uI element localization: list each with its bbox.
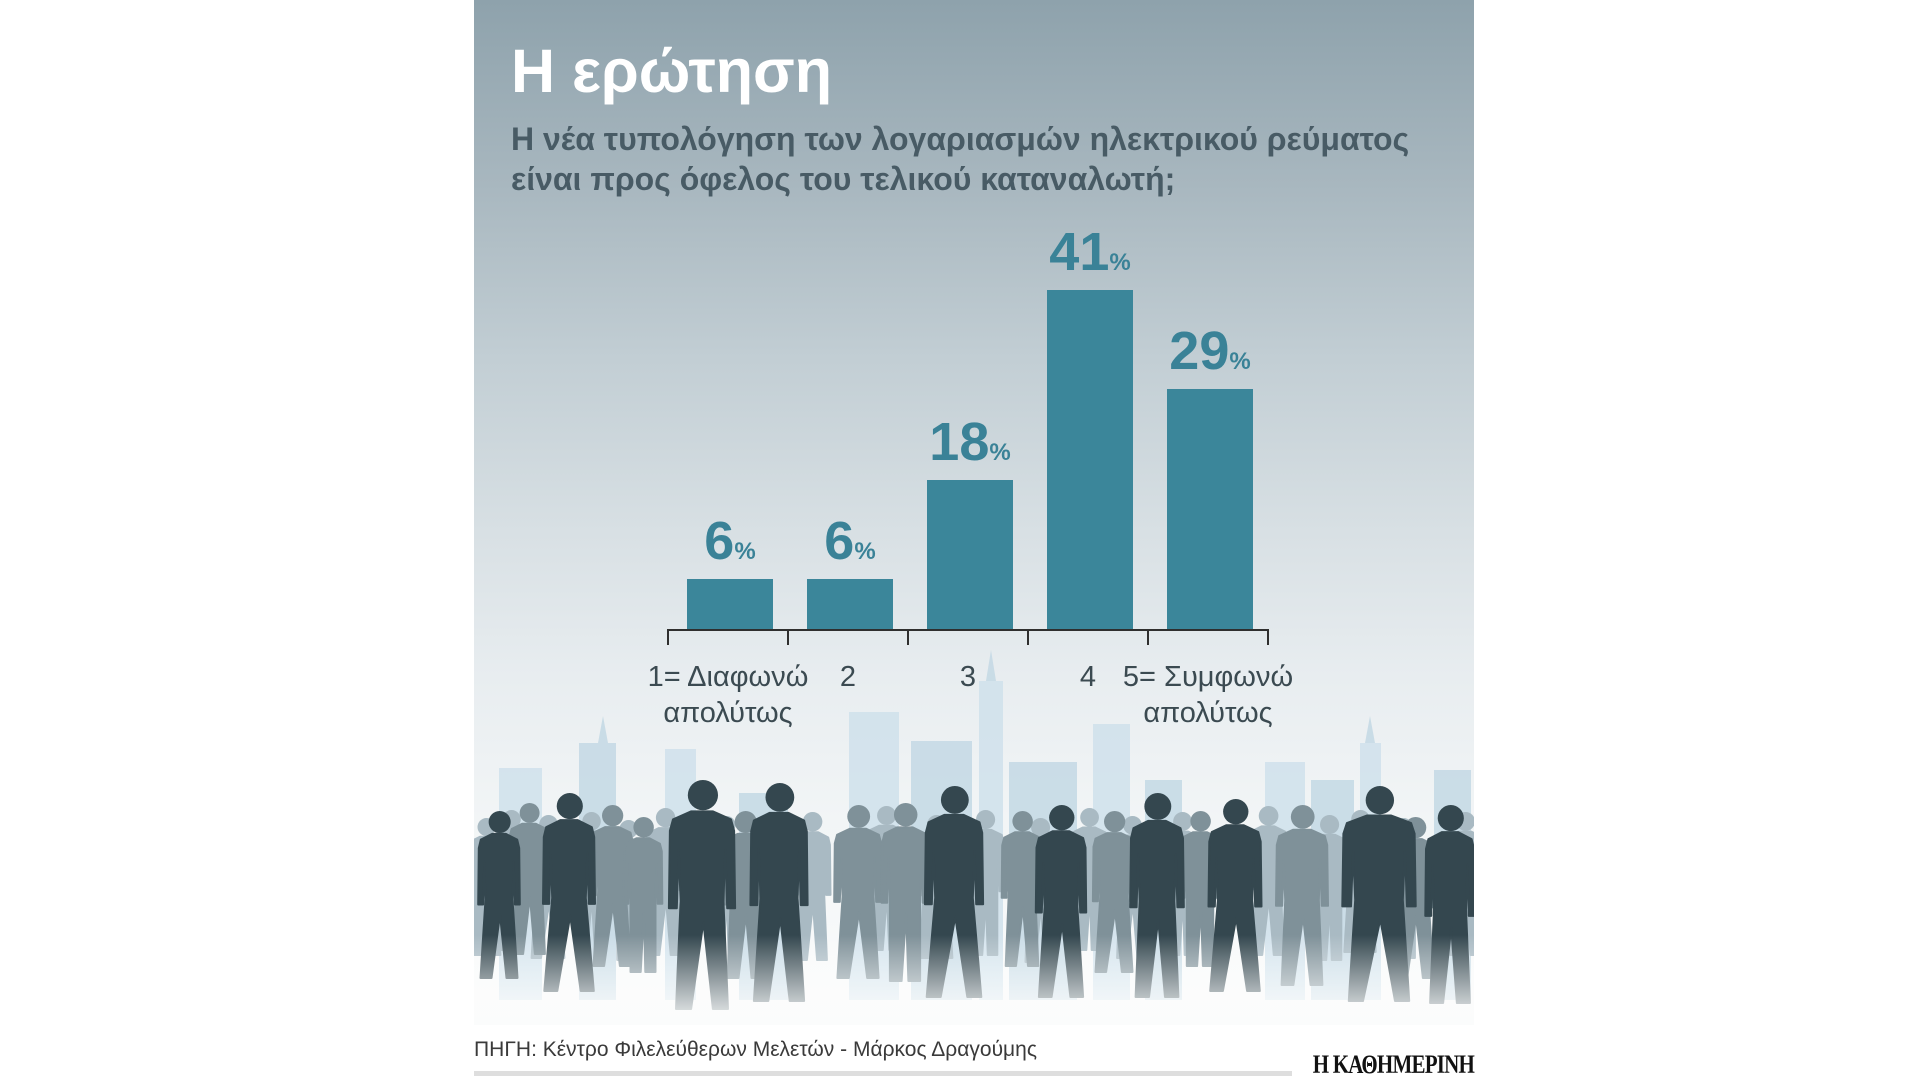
footer-rule xyxy=(474,1071,1292,1076)
bar xyxy=(1047,289,1133,629)
x-axis-tick xyxy=(1267,629,1269,645)
person-head xyxy=(655,808,676,828)
person-head xyxy=(488,811,511,834)
data-label-unit: % xyxy=(1109,248,1131,276)
data-label-unit: % xyxy=(854,538,876,566)
person-head xyxy=(1258,806,1279,826)
x-axis-tick xyxy=(787,629,789,645)
bar xyxy=(687,579,773,629)
person-head xyxy=(1031,818,1051,838)
person-head xyxy=(633,817,654,838)
person-head xyxy=(802,812,823,832)
x-axis-tick xyxy=(1027,629,1029,645)
data-label-unit: % xyxy=(734,538,756,566)
data-label-value: 6 xyxy=(824,511,855,572)
person-head xyxy=(1144,793,1172,820)
person-head xyxy=(1437,805,1464,832)
person-head xyxy=(687,780,719,811)
person-head xyxy=(519,803,540,823)
person-head xyxy=(1080,808,1099,827)
person-head xyxy=(1049,805,1075,831)
bar xyxy=(807,579,893,629)
x-axis-tick xyxy=(667,629,669,645)
x-tick-label: 1= Διαφωνώ απολύτως xyxy=(647,661,809,729)
bar xyxy=(1167,389,1253,629)
bar xyxy=(927,480,1013,629)
bar-chart: 6% 6% 18% 41% 29% 1= Διαφωνώ απολύτως 2 3 4 5= Συ… xyxy=(474,0,1474,1025)
x-tick-label: 3 xyxy=(959,661,977,693)
data-label: 6% xyxy=(770,511,930,571)
publisher-logo: Η ΚΑΘΗΜΕΡΙΝΗ xyxy=(1312,1049,1475,1080)
data-label-value: 18 xyxy=(929,412,990,473)
chart-panel: Η ερώτηση Η νέα τυπολόγηση των λογαριασμ… xyxy=(474,0,1474,1025)
data-label-value: 6 xyxy=(704,511,735,572)
person-head xyxy=(1190,811,1211,832)
x-axis-tick xyxy=(1147,629,1149,645)
person-head xyxy=(893,803,918,827)
person-head xyxy=(1104,811,1126,833)
data-label-unit: % xyxy=(1229,348,1251,376)
x-axis-line xyxy=(667,629,1269,631)
x-axis-tick xyxy=(907,629,909,645)
x-tick-label: 2 xyxy=(839,661,857,693)
data-label: 29% xyxy=(1130,321,1290,381)
data-label: 41% xyxy=(1010,222,1170,282)
chart-subtitle: Η νέα τυπολόγηση των λογαριασμών ηλεκτρι… xyxy=(511,121,1410,197)
x-tick-label: 5= Συμφωνώ απολύτως xyxy=(1122,661,1294,729)
chart-title: Η ερώτηση xyxy=(511,37,832,105)
person-head xyxy=(847,805,871,828)
skyline-spire xyxy=(1365,716,1375,743)
data-label: 18% xyxy=(890,412,1050,472)
person-head xyxy=(940,786,969,814)
person-head xyxy=(1320,815,1340,835)
data-label-value: 29 xyxy=(1169,321,1230,382)
skyline-spire xyxy=(598,716,608,743)
person-head xyxy=(602,805,624,827)
data-label-unit: % xyxy=(989,439,1011,467)
person-head xyxy=(877,806,897,826)
crowd-skyline-illustration xyxy=(474,650,1474,1025)
person-head xyxy=(1365,786,1395,815)
skyline-spire xyxy=(986,650,996,681)
person-head xyxy=(765,783,795,812)
x-tick-label: 4 xyxy=(1079,661,1097,693)
person-head xyxy=(1223,799,1249,825)
data-label: 6% xyxy=(650,511,810,571)
person-head xyxy=(556,793,583,820)
data-label-value: 41 xyxy=(1049,221,1110,282)
person-head xyxy=(1012,811,1033,832)
person-head xyxy=(1290,805,1315,829)
crowd-fade xyxy=(474,935,1474,1025)
source-note: ΠΗΓΗ: Κέντρο Φιλελεύθερων Μελετών - Μάρκ… xyxy=(474,1038,1037,1061)
